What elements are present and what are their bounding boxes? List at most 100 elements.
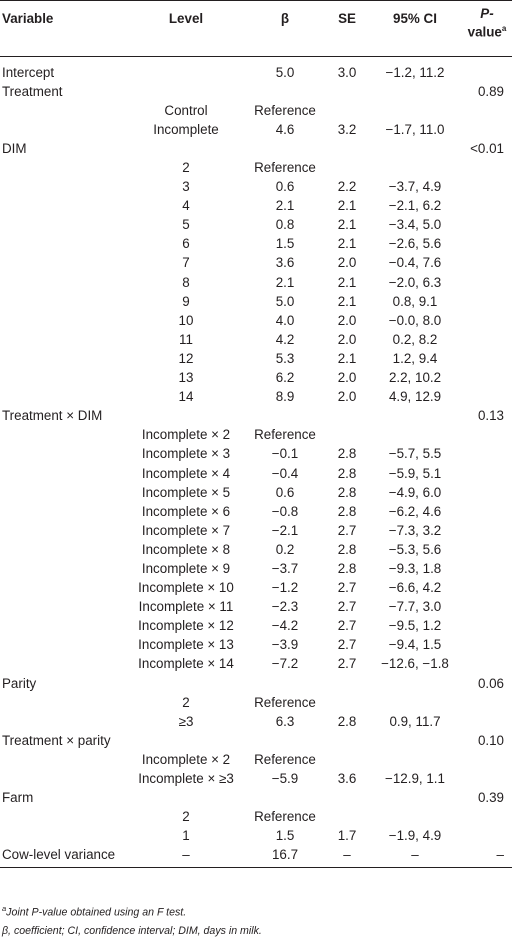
table-row: Incomplete × 10 −1.2 2.7 −6.6, 4.2 bbox=[0, 578, 512, 597]
cell-ci: −1.2, 11.2 bbox=[385, 64, 445, 80]
cell-p-value bbox=[462, 483, 512, 502]
header-ci: 95% CI bbox=[368, 0, 462, 57]
table-row: Treatment × DIM 0.13 bbox=[0, 406, 512, 425]
cell-ci: −6.6, 4.2 bbox=[388, 580, 442, 596]
cell-ci: −9.5, 1.2 bbox=[388, 618, 442, 634]
cell-se bbox=[326, 750, 368, 769]
cell-se: 2.8 bbox=[337, 560, 357, 576]
table-row: Incomplete × 6 −0.8 2.8 −6.2, 4.6 bbox=[0, 502, 512, 521]
cell-se: 3.0 bbox=[337, 64, 357, 80]
table-row: 14 8.9 2.0 4.9, 12.9 bbox=[0, 387, 512, 406]
cell-ci: −12.6, −1.8 bbox=[381, 656, 449, 672]
cell-ci bbox=[368, 406, 462, 425]
table-row: 13 6.2 2.0 2.2, 10.2 bbox=[0, 368, 512, 387]
cell-level: Control bbox=[164, 102, 208, 118]
cell-beta: Reference bbox=[254, 751, 316, 767]
cell-se: 2.8 bbox=[337, 503, 357, 519]
cell-variable: Parity bbox=[2, 675, 37, 691]
cell-p-value bbox=[462, 273, 512, 292]
cell-level: Incomplete × ≥3 bbox=[138, 771, 234, 787]
cell-variable bbox=[0, 349, 128, 368]
cell-level: ≥3 bbox=[178, 713, 194, 729]
footnote-a: aJoint P-value obtained using an F test. bbox=[2, 904, 186, 919]
cell-beta: 8.9 bbox=[275, 389, 295, 405]
cell-p-value: 0.89 bbox=[477, 83, 504, 99]
cell-p-value: – bbox=[462, 845, 512, 869]
table-row: Incomplete × 14 −7.2 2.7 −12.6, −1.8 bbox=[0, 654, 512, 673]
cell-se: 2.1 bbox=[337, 236, 357, 252]
cell-level: 3 bbox=[182, 179, 190, 195]
cell-level: Incomplete × 5 bbox=[141, 484, 231, 500]
cell-variable bbox=[0, 463, 128, 482]
cell-ci: −9.3, 1.8 bbox=[388, 560, 442, 576]
cell-ci: −1.7, 11.0 bbox=[385, 121, 445, 137]
cell-ci: 4.9, 12.9 bbox=[388, 389, 442, 405]
cell-variable bbox=[0, 330, 128, 349]
cell-variable bbox=[0, 120, 128, 139]
cell-level bbox=[128, 731, 244, 750]
cell-se: 2.1 bbox=[337, 293, 357, 309]
table-row: 2 Reference bbox=[0, 807, 512, 826]
cell-p-value bbox=[462, 693, 512, 712]
cell-beta: 16.7 bbox=[244, 845, 326, 869]
header-p-main: P- bbox=[480, 6, 494, 21]
cell-beta: 4.2 bbox=[275, 331, 295, 347]
table-row: 2 Reference bbox=[0, 158, 512, 177]
cell-p-value bbox=[462, 311, 512, 330]
cell-p-value bbox=[462, 368, 512, 387]
cell-se bbox=[326, 788, 368, 807]
cell-beta: 4.0 bbox=[275, 312, 295, 328]
cell-beta: 5.0 bbox=[275, 293, 295, 309]
cell-variable bbox=[0, 425, 128, 444]
cell-se: 2.1 bbox=[337, 350, 357, 366]
cell-se bbox=[326, 425, 368, 444]
cell-ci: −7.3, 3.2 bbox=[388, 522, 442, 538]
cell-p-value bbox=[462, 769, 512, 788]
cell-variable bbox=[0, 368, 128, 387]
cell-p-value bbox=[462, 387, 512, 406]
table-row: Farm 0.39 bbox=[0, 788, 512, 807]
table-body: Intercept 5.0 3.0 −1.2, 11.2 Treatment 0.89 Co… bbox=[0, 63, 512, 869]
cell-level: Incomplete × 2 bbox=[141, 751, 231, 767]
cell-variable bbox=[0, 635, 128, 654]
table-row: 7 3.6 2.0 −0.4, 7.6 bbox=[0, 253, 512, 272]
cell-se: 2.1 bbox=[337, 217, 357, 233]
cell-p-value bbox=[462, 177, 512, 196]
table-row: 2 Reference bbox=[0, 693, 512, 712]
cell-variable bbox=[0, 693, 128, 712]
cell-variable bbox=[0, 387, 128, 406]
header-p-sup: a bbox=[501, 24, 507, 33]
cell-level: Incomplete × 12 bbox=[138, 618, 234, 634]
table-row: Incomplete × 5 0.6 2.8 −4.9, 6.0 bbox=[0, 483, 512, 502]
cell-beta: 6.3 bbox=[275, 713, 295, 729]
table-header: Variable Level β SE 95% CI P-valuea bbox=[0, 0, 512, 63]
cell-variable: Treatment bbox=[2, 83, 63, 99]
cell-level: Incomplete × 10 bbox=[138, 580, 234, 596]
cell-p-value bbox=[462, 578, 512, 597]
table-row: 9 5.0 2.1 0.8, 9.1 bbox=[0, 292, 512, 311]
cell-variable bbox=[0, 578, 128, 597]
cell-variable bbox=[0, 559, 128, 578]
cell-level bbox=[128, 406, 244, 425]
cell-p-value bbox=[462, 635, 512, 654]
cell-ci: −3.7, 4.9 bbox=[388, 179, 442, 195]
cell-se bbox=[326, 139, 368, 158]
cell-level: – bbox=[128, 845, 244, 869]
cell-level: 2 bbox=[182, 694, 190, 710]
cell-level bbox=[128, 63, 244, 82]
cell-variable bbox=[0, 483, 128, 502]
cell-level: Incomplete × 14 bbox=[138, 656, 234, 672]
cell-variable bbox=[0, 712, 128, 731]
cell-p-value bbox=[462, 502, 512, 521]
cell-variable bbox=[0, 444, 128, 463]
cell-variable: Treatment × parity bbox=[2, 732, 111, 748]
cell-ci bbox=[368, 82, 462, 101]
cell-p-value bbox=[462, 597, 512, 616]
cell-level: Incomplete × 11 bbox=[138, 599, 234, 615]
cell-level: 10 bbox=[178, 312, 194, 328]
cell-beta: 2.1 bbox=[275, 198, 295, 214]
header-beta: β bbox=[244, 0, 326, 57]
cell-p-value: 0.39 bbox=[477, 790, 504, 806]
cell-beta: 1.5 bbox=[275, 236, 295, 252]
cell-ci: −2.0, 6.3 bbox=[388, 274, 442, 290]
